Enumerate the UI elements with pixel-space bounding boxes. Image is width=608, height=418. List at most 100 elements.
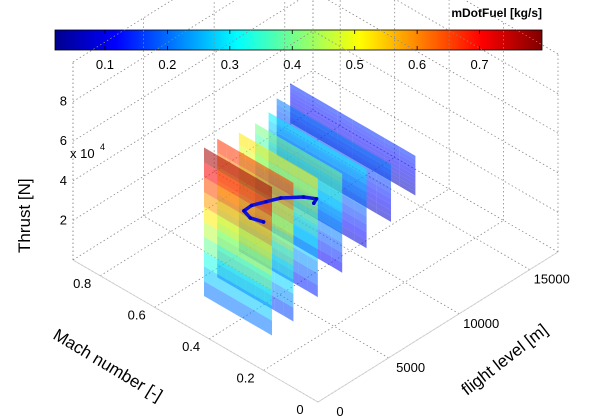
surface-cell [362, 159, 377, 174]
surface-cell [226, 144, 237, 164]
surface-cell [212, 182, 221, 202]
trajectory-point [314, 197, 319, 201]
surface-cell [221, 187, 230, 207]
thrust-tick-label: 8 [60, 94, 67, 109]
thrust-axis-label: Thrust [N] [15, 178, 34, 253]
surface-cell [246, 291, 255, 311]
flight-level-axis-label: flight level [m] [458, 320, 552, 399]
surface-cell [342, 194, 355, 210]
surface-cell [376, 156, 391, 171]
surface-cell [307, 172, 318, 191]
axes-grid [72, 0, 559, 403]
surface-cell [238, 286, 247, 306]
surface-cell [333, 131, 349, 146]
colorbar-tick-label: 0.4 [283, 57, 301, 72]
surface-cell [204, 266, 213, 287]
surface-cell [376, 167, 391, 182]
surface-cell [221, 172, 230, 192]
surface-cell [291, 112, 306, 127]
surface-cell [283, 288, 294, 308]
surface-cell [217, 138, 227, 159]
surface-cell [342, 226, 355, 242]
surface-cell [362, 165, 377, 180]
surface-cell [283, 232, 294, 253]
surface-cell [399, 162, 416, 176]
surface-cell [368, 128, 385, 142]
surface-cell [290, 87, 306, 101]
surface-cell [333, 137, 349, 152]
surface-cell [248, 138, 259, 156]
surface-cell [291, 106, 306, 121]
surface-cell [276, 145, 288, 162]
surface-cell [384, 153, 400, 167]
surface-cell [293, 134, 306, 150]
surface-cell [263, 300, 272, 321]
surface-cell [274, 213, 284, 233]
surface-cell [263, 271, 272, 291]
surface-cell [204, 192, 213, 212]
surface-cell [298, 226, 308, 244]
surface-cell [283, 274, 294, 294]
surface-cell [263, 315, 272, 336]
surface-cell [238, 167, 247, 187]
trajectory-point [248, 216, 253, 220]
surface-cell [348, 151, 363, 166]
surface-cell [321, 117, 338, 131]
surface-cell [348, 139, 363, 154]
surface-cell [329, 155, 343, 171]
surface-cell [268, 120, 281, 136]
surface-cell [238, 211, 247, 232]
surface-cell [229, 281, 238, 301]
surface-cell [212, 152, 221, 173]
fuel-flow-surfaces [204, 83, 416, 336]
surface-cell [399, 154, 416, 168]
flight-level-tick-label: 15000 [534, 272, 570, 287]
surface-cell [278, 155, 289, 173]
surface-cell [333, 142, 349, 157]
thrust-exponent: 4 [100, 142, 105, 152]
surface-cell [255, 177, 264, 197]
surface-cell [352, 127, 369, 141]
surface-cell [204, 251, 213, 272]
surface-cell [362, 147, 377, 162]
thrust-tick-label: 2 [60, 212, 67, 227]
grid-line [72, 0, 237, 102]
surface-cell [305, 92, 322, 106]
surface-cell [298, 166, 308, 185]
surface-cell [263, 182, 272, 202]
surface-cell [342, 170, 355, 186]
surface-cell [329, 147, 343, 163]
trajectory-point [261, 220, 266, 224]
surface-cell [305, 120, 320, 135]
surface-cell [290, 95, 306, 109]
surface-cell [212, 241, 221, 262]
surface-cell [246, 261, 255, 281]
surface-cell [229, 251, 238, 272]
surface-cell [342, 162, 355, 178]
surface-cell [263, 286, 272, 306]
surface-cell [321, 113, 338, 127]
surface-cell [331, 177, 343, 194]
surface-cell [221, 291, 230, 311]
surface-cell [229, 295, 238, 316]
mach-tick-label: 0.2 [237, 370, 255, 385]
surface-cell [204, 206, 213, 227]
surface-cell [266, 129, 277, 146]
surface-cell [331, 167, 343, 184]
surface-cell [298, 148, 310, 165]
surface-cell [255, 310, 264, 331]
surface-cell [320, 170, 332, 188]
surface-cell [331, 256, 343, 273]
surface-cell [246, 246, 255, 267]
surface-cell [399, 150, 416, 164]
surface-cell [268, 112, 281, 128]
surface-cell [309, 164, 321, 181]
surface-cell [221, 157, 230, 178]
surface-cell [238, 271, 247, 291]
surface-cell [399, 182, 416, 196]
surface-cell [320, 180, 332, 197]
surface-cell [293, 126, 306, 142]
surface-cell [238, 132, 249, 151]
surface-cell [337, 126, 353, 140]
surface-cell [263, 211, 272, 232]
